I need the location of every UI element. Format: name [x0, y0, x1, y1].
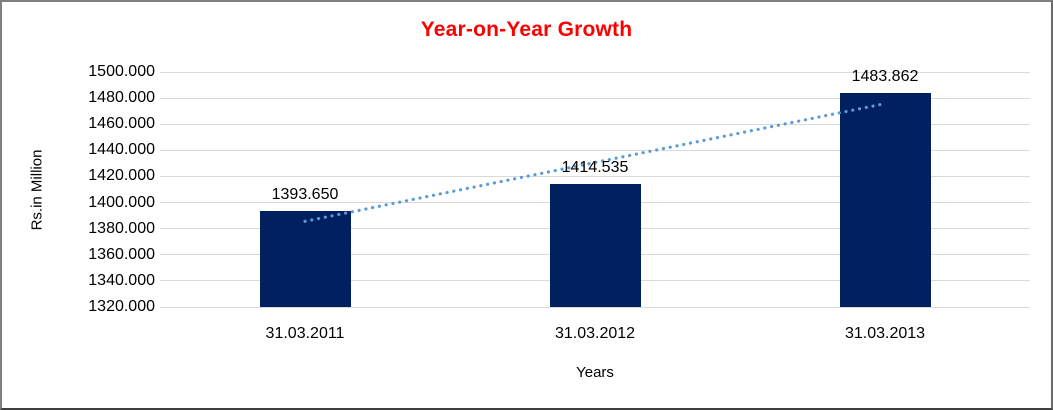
y-tick-label: 1400.000: [88, 193, 155, 211]
y-tick-label: 1480.000: [88, 89, 155, 107]
x-tick-label: 31.03.2013: [844, 325, 926, 342]
bar-value-label: 1393.650: [271, 185, 339, 203]
gridline: [160, 71, 1030, 73]
x-tick-label: 31.03.2011: [265, 325, 345, 342]
y-tick-label: 1340.000: [88, 271, 155, 289]
x-axis-title: Years: [576, 364, 614, 381]
bar: [839, 93, 931, 307]
trendline-path: [303, 101, 887, 223]
y-tick-label: 1360.000: [88, 245, 155, 263]
x-tick-label: 31.03.2012: [554, 325, 636, 342]
y-tick-label: 1460.000: [88, 115, 155, 133]
y-tick-label: 1380.000: [88, 219, 155, 237]
gridline: [160, 175, 1030, 177]
trendline: [303, 101, 887, 223]
bar-value-label: 1483.862: [851, 68, 919, 86]
bar: [549, 183, 641, 307]
y-tick-label: 1420.000: [88, 167, 155, 185]
bar: [259, 210, 351, 307]
gridline: [160, 306, 1030, 308]
bar-value-label: 1414.535: [561, 158, 629, 176]
y-axis-tick-labels: 1500.000 1480.000 1460.000 1440.000 1420.000…: [30, 0, 155, 410]
chart-title: Year-on-Year Growth: [420, 18, 633, 41]
gridline: [160, 97, 1030, 99]
gridline: [160, 123, 1030, 125]
plot-area: 1393.650 1414.535 1483.862: [160, 68, 1030, 308]
x-axis-tick-labels: 31.03.2011 31.03.2012 31.03.2013: [160, 325, 1030, 347]
y-tick-label: 1500.000: [88, 63, 155, 80]
y-tick-label: 1440.000: [88, 141, 155, 159]
gridline: [160, 149, 1030, 151]
y-tick-label: 1320.000: [88, 298, 155, 315]
